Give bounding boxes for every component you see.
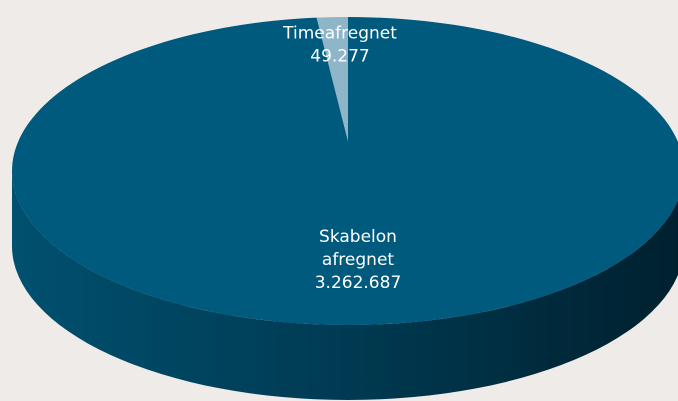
category-label: Skabelon afregnet <box>319 227 397 270</box>
category-label-line: Skabelon <box>319 227 397 247</box>
value-label: 49.277 <box>310 47 369 67</box>
value-label: 3.262.687 <box>315 273 402 293</box>
slice-label: Timeafregnet 49.277 <box>282 24 397 67</box>
category-label-line: afregnet <box>322 250 395 270</box>
slice-label: Skabelon afregnet 3.262.687 <box>315 227 402 293</box>
pie-slice <box>12 17 678 325</box>
pie-side <box>12 171 678 400</box>
category-label: Timeafregnet <box>282 24 397 44</box>
pie-slice <box>316 17 348 141</box>
